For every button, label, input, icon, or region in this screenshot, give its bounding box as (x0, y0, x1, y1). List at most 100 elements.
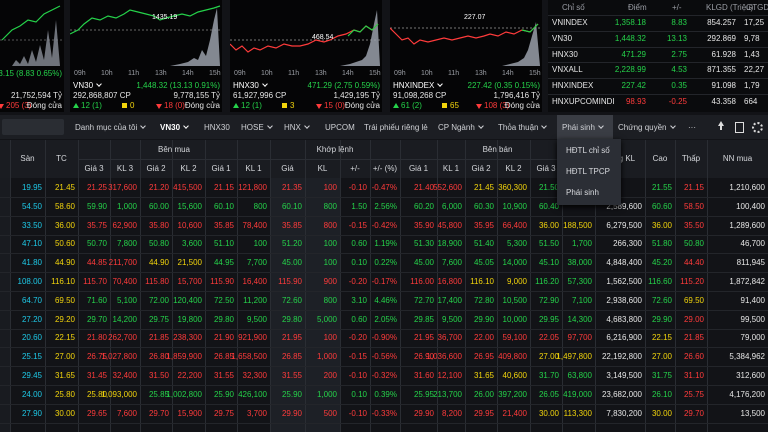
board-cell: 16,800 (437, 277, 462, 286)
board-cell: -0.90% (371, 333, 397, 343)
nav-item[interactable]: Danh mục của tôi (75, 123, 147, 132)
nav-item[interactable]: VN30 (160, 123, 189, 132)
dropdown-item[interactable]: Phái sinh (566, 188, 599, 197)
board-cell: 0.10 (351, 258, 367, 268)
board-cell: 33.50 (21, 220, 42, 230)
index-name[interactable]: HNXUPCOMINDI (552, 97, 615, 106)
nav-item[interactable]: Trái phiếu riêng lẻ (364, 123, 428, 132)
board-cell: 35.85 (281, 220, 302, 230)
board-cell: 10,600 (177, 220, 202, 230)
dropdown-item[interactable]: HĐTL chỉ số (566, 146, 610, 155)
settings-icon[interactable] (752, 122, 763, 133)
export-icon[interactable] (735, 122, 744, 133)
row-divider (0, 403, 768, 405)
index-name[interactable]: HNXINDEX (393, 81, 444, 90)
board-cell: 24.00 (21, 389, 42, 399)
index-cell: 854.257 (707, 18, 736, 27)
nav-item[interactable]: CP Ngành (438, 123, 484, 132)
board-cell: 21.50 (538, 183, 559, 192)
board-cell: 1,289,600 (729, 220, 765, 230)
sort-icon[interactable] (718, 121, 724, 126)
time-label: 15h (369, 70, 381, 77)
board-cell: 51.10 (213, 239, 234, 249)
board-cell: 22,200 (177, 371, 202, 380)
decliners: 18 (0) (164, 101, 185, 110)
board-cell: 46,700 (740, 239, 765, 249)
board-cell: 9,500 (246, 314, 267, 324)
index-table-header: Điểm (628, 3, 647, 12)
board-cell: 21.55 (651, 183, 672, 192)
nav-item[interactable]: HOSE (241, 123, 273, 132)
board-cell: 2,938,600 (606, 295, 642, 305)
index-cell: 227.42 (621, 81, 646, 91)
board-cell: 238,300 (173, 333, 202, 343)
index-name[interactable]: HNX30 (233, 81, 268, 90)
board-cell: 26.85 (281, 352, 302, 362)
nav-item[interactable]: HNX30 (204, 123, 230, 132)
board-cell: 7,600 (116, 408, 137, 418)
nav-item[interactable]: Phái sinh (562, 123, 604, 132)
board-cell: 15,600 (177, 201, 202, 211)
time-label: 14h (502, 70, 514, 77)
index-name[interactable]: VNXALL (552, 65, 583, 75)
index-panel: 3.15 (8.83 0.65%) 21,752,594 Tỷ 205 (3) Đón… (0, 0, 64, 112)
board-cell: 116.20 (535, 277, 559, 286)
board-cell: 25.90 (281, 389, 302, 399)
chart-label: 468.54 (312, 34, 334, 41)
time-label: 14h (182, 70, 194, 77)
board-cell: 0.39% (374, 389, 397, 399)
index-name[interactable]: VNINDEX (552, 18, 588, 27)
index-panel: 227.07 09h 10h 11h 13h 14h 15h HNXINDEX 227.42 (… (390, 0, 542, 112)
row-divider (0, 366, 768, 368)
index-panel: 1435.19 09h 10h 11h 13h 14h 15h VN30 1,448.32 (1… (70, 0, 222, 112)
board-cell: 811,945 (736, 258, 765, 268)
nav-item[interactable]: HNX (284, 123, 310, 132)
board-cell: 1,700 (571, 239, 592, 249)
board-cell: 4,683,800 (606, 314, 642, 324)
index-name[interactable]: VN30 (552, 33, 573, 43)
board-cell: 26.60 (683, 352, 704, 362)
board-cell: 31.65 (473, 371, 494, 380)
board-cell: 1.50 (351, 201, 367, 211)
board-cell: 25.95 (413, 389, 434, 399)
board-cell: 60.60 (651, 201, 672, 211)
index-cell: 91.098 (711, 81, 736, 91)
board-cell: 66,400 (502, 220, 527, 230)
grid-line (465, 140, 466, 432)
index-name[interactable]: VN30 (73, 81, 102, 90)
market-status: Đóng cửa (504, 101, 540, 110)
grid-line (140, 140, 141, 432)
board-cell: 108.00 (17, 277, 42, 286)
search-box[interactable] (2, 119, 64, 135)
grid-line (562, 140, 563, 432)
board-cell: 15,700 (177, 277, 202, 286)
index-cell: 43.358 (711, 97, 736, 106)
nav-item[interactable]: Chứng quyền (618, 123, 676, 132)
time-label: 13h (315, 70, 327, 77)
board-cell: 35.75 (86, 220, 107, 230)
board-cell: 3.10 (351, 295, 367, 305)
unchanged: 3 (290, 101, 295, 110)
grid-line (595, 140, 596, 432)
board-cell: 552,600 (433, 183, 462, 192)
index-name[interactable]: HNX30 (552, 49, 578, 59)
board-cell: 22.00 (473, 333, 494, 343)
row-divider (0, 347, 768, 349)
board-cell: 21.85 (683, 333, 704, 343)
grid-line (645, 140, 646, 432)
board-cell: 100,400 (736, 201, 765, 211)
nav-item[interactable]: Thỏa thuận (498, 123, 548, 132)
board-cell: 21.90 (213, 333, 234, 343)
dropdown-item[interactable]: HĐTL TPCP (566, 167, 611, 176)
board-cell: 115.90 (210, 277, 234, 286)
board-cell: 21.95 (281, 333, 302, 343)
index-name[interactable]: HNXINDEX (552, 81, 594, 91)
board-cell: 22.05 (538, 333, 559, 343)
nav-item[interactable]: ··· (688, 123, 696, 132)
board-cell: 51.40 (473, 239, 494, 249)
decliners: 108 (3) (484, 101, 510, 110)
index-cell: 22,27 (744, 65, 765, 75)
nav-item[interactable]: UPCOM (325, 123, 355, 132)
board-cell: 100 (323, 183, 337, 192)
index-change: 1,448.32 (13.13 0.91%) (136, 81, 220, 90)
